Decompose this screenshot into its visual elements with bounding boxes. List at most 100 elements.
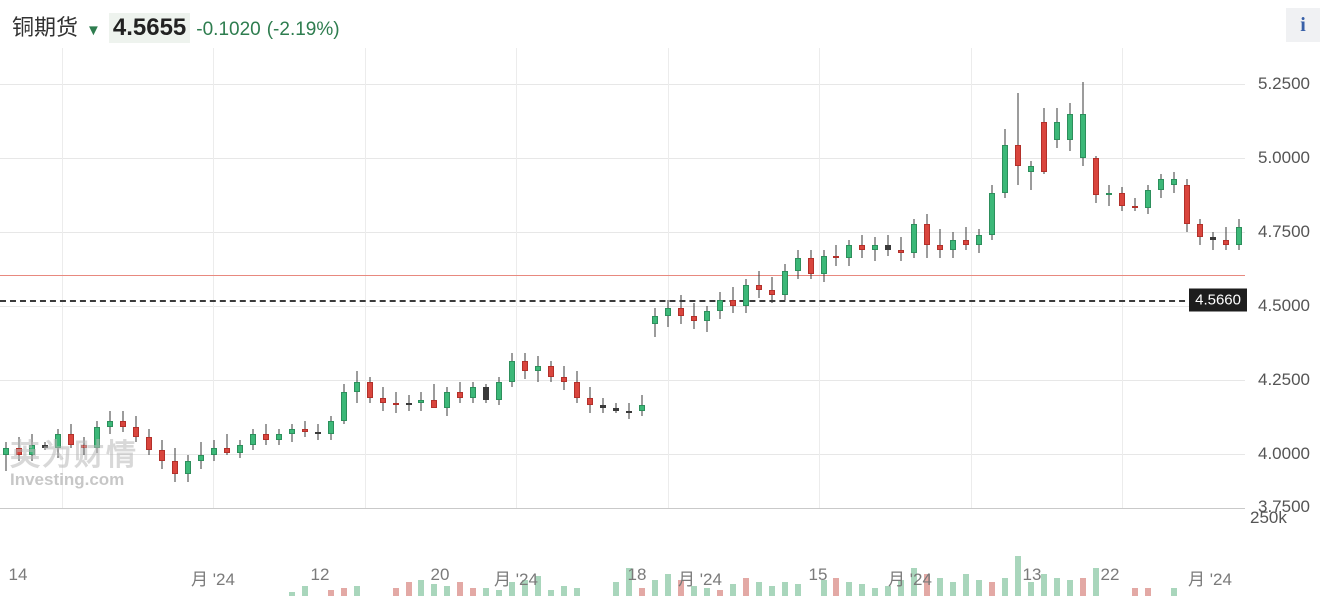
candle-body[interactable] — [224, 448, 230, 453]
candle-body[interactable] — [94, 427, 100, 448]
candle-body[interactable] — [795, 258, 801, 271]
candle-body[interactable] — [613, 408, 619, 411]
candle-body[interactable] — [704, 311, 710, 322]
candle-body[interactable] — [769, 290, 775, 295]
candle-body[interactable] — [821, 256, 827, 274]
candle-body[interactable] — [68, 434, 74, 445]
candle-body[interactable] — [42, 445, 48, 448]
candle-body[interactable] — [652, 316, 658, 324]
candle-body[interactable] — [522, 361, 528, 372]
candle-body[interactable] — [380, 398, 386, 403]
candle-body[interactable] — [16, 448, 22, 456]
candle-body[interactable] — [1041, 122, 1047, 172]
candle-body[interactable] — [55, 434, 61, 447]
candle-body[interactable] — [743, 285, 749, 306]
candle-body[interactable] — [963, 240, 969, 245]
candle-body[interactable] — [1184, 185, 1190, 224]
candle-body[interactable] — [989, 193, 995, 235]
candle-body[interactable] — [937, 245, 943, 250]
candle-body[interactable] — [120, 421, 126, 426]
candle-body[interactable] — [1028, 166, 1034, 171]
candle-body[interactable] — [276, 434, 282, 439]
candle-body[interactable] — [1132, 206, 1138, 209]
candle-body[interactable] — [367, 382, 373, 398]
candle-body[interactable] — [730, 300, 736, 305]
candle-body[interactable] — [406, 403, 412, 406]
candle-body[interactable] — [496, 382, 502, 400]
candle-body[interactable] — [250, 434, 256, 445]
candle-body[interactable] — [328, 421, 334, 434]
candle-body[interactable] — [548, 366, 554, 377]
candle-body[interactable] — [107, 421, 113, 426]
candle-body[interactable] — [1158, 179, 1164, 190]
candle-body[interactable] — [846, 245, 852, 258]
candle-body[interactable] — [1015, 145, 1021, 166]
y-tick-label: 4.5000 — [1258, 296, 1310, 316]
candle-body[interactable] — [1171, 179, 1177, 184]
candle-body[interactable] — [717, 300, 723, 311]
candle-body[interactable] — [1080, 114, 1086, 159]
candle-body[interactable] — [950, 240, 956, 251]
candle-body[interactable] — [976, 235, 982, 246]
candle-body[interactable] — [185, 461, 191, 474]
candle-body[interactable] — [289, 429, 295, 434]
candle-body[interactable] — [354, 382, 360, 393]
candle-body[interactable] — [639, 405, 645, 410]
candle-body[interactable] — [3, 448, 9, 456]
candle-body[interactable] — [665, 308, 671, 316]
candle-body[interactable] — [29, 445, 35, 456]
candle-body[interactable] — [924, 224, 930, 245]
candle-body[interactable] — [561, 377, 567, 382]
candle-body[interactable] — [782, 271, 788, 295]
candle-body[interactable] — [1002, 145, 1008, 192]
candle-body[interactable] — [600, 405, 606, 408]
candle-body[interactable] — [1210, 237, 1216, 240]
candle-body[interactable] — [885, 245, 891, 250]
candle-body[interactable] — [1223, 240, 1229, 245]
candle-body[interactable] — [172, 461, 178, 474]
candle-body[interactable] — [808, 258, 814, 274]
candle-body[interactable] — [198, 455, 204, 460]
candle-body[interactable] — [237, 445, 243, 453]
candle-body[interactable] — [1236, 227, 1242, 245]
current-price-tag: 4.5660 — [1189, 289, 1247, 312]
candle-body[interactable] — [1067, 114, 1073, 140]
candle-body[interactable] — [1093, 158, 1099, 195]
candle-body[interactable] — [535, 366, 541, 371]
candle-body[interactable] — [133, 427, 139, 438]
candle-body[interactable] — [859, 245, 865, 250]
candle-body[interactable] — [159, 450, 165, 461]
candle-body[interactable] — [315, 432, 321, 435]
candle-body[interactable] — [470, 387, 476, 398]
candle-body[interactable] — [1145, 190, 1151, 208]
candle-body[interactable] — [444, 392, 450, 408]
candle-body[interactable] — [211, 448, 217, 456]
candle-body[interactable] — [263, 434, 269, 439]
candle-body[interactable] — [691, 316, 697, 321]
candle-body[interactable] — [1054, 122, 1060, 140]
candle-body[interactable] — [393, 403, 399, 406]
candle-body[interactable] — [574, 382, 580, 398]
candle-body[interactable] — [483, 387, 489, 400]
candle-body[interactable] — [81, 445, 87, 448]
candle-body[interactable] — [756, 285, 762, 290]
candle-body[interactable] — [509, 361, 515, 382]
candle-body[interactable] — [872, 245, 878, 250]
info-button[interactable]: i — [1286, 8, 1320, 42]
candle-body[interactable] — [626, 411, 632, 413]
candle-body[interactable] — [898, 250, 904, 253]
candle-body[interactable] — [1106, 193, 1112, 196]
candle-body[interactable] — [678, 308, 684, 316]
candle-body[interactable] — [146, 437, 152, 450]
candle-body[interactable] — [431, 400, 437, 408]
candle-body[interactable] — [302, 429, 308, 432]
candle-body[interactable] — [911, 224, 917, 253]
candle-body[interactable] — [1197, 224, 1203, 237]
candle-body[interactable] — [418, 400, 424, 403]
candle-body[interactable] — [457, 392, 463, 397]
candle-body[interactable] — [341, 392, 347, 421]
candle-body[interactable] — [833, 256, 839, 259]
candle-body[interactable] — [1119, 193, 1125, 206]
candle-body[interactable] — [587, 398, 593, 406]
x-tick-label: 12 — [311, 565, 330, 585]
